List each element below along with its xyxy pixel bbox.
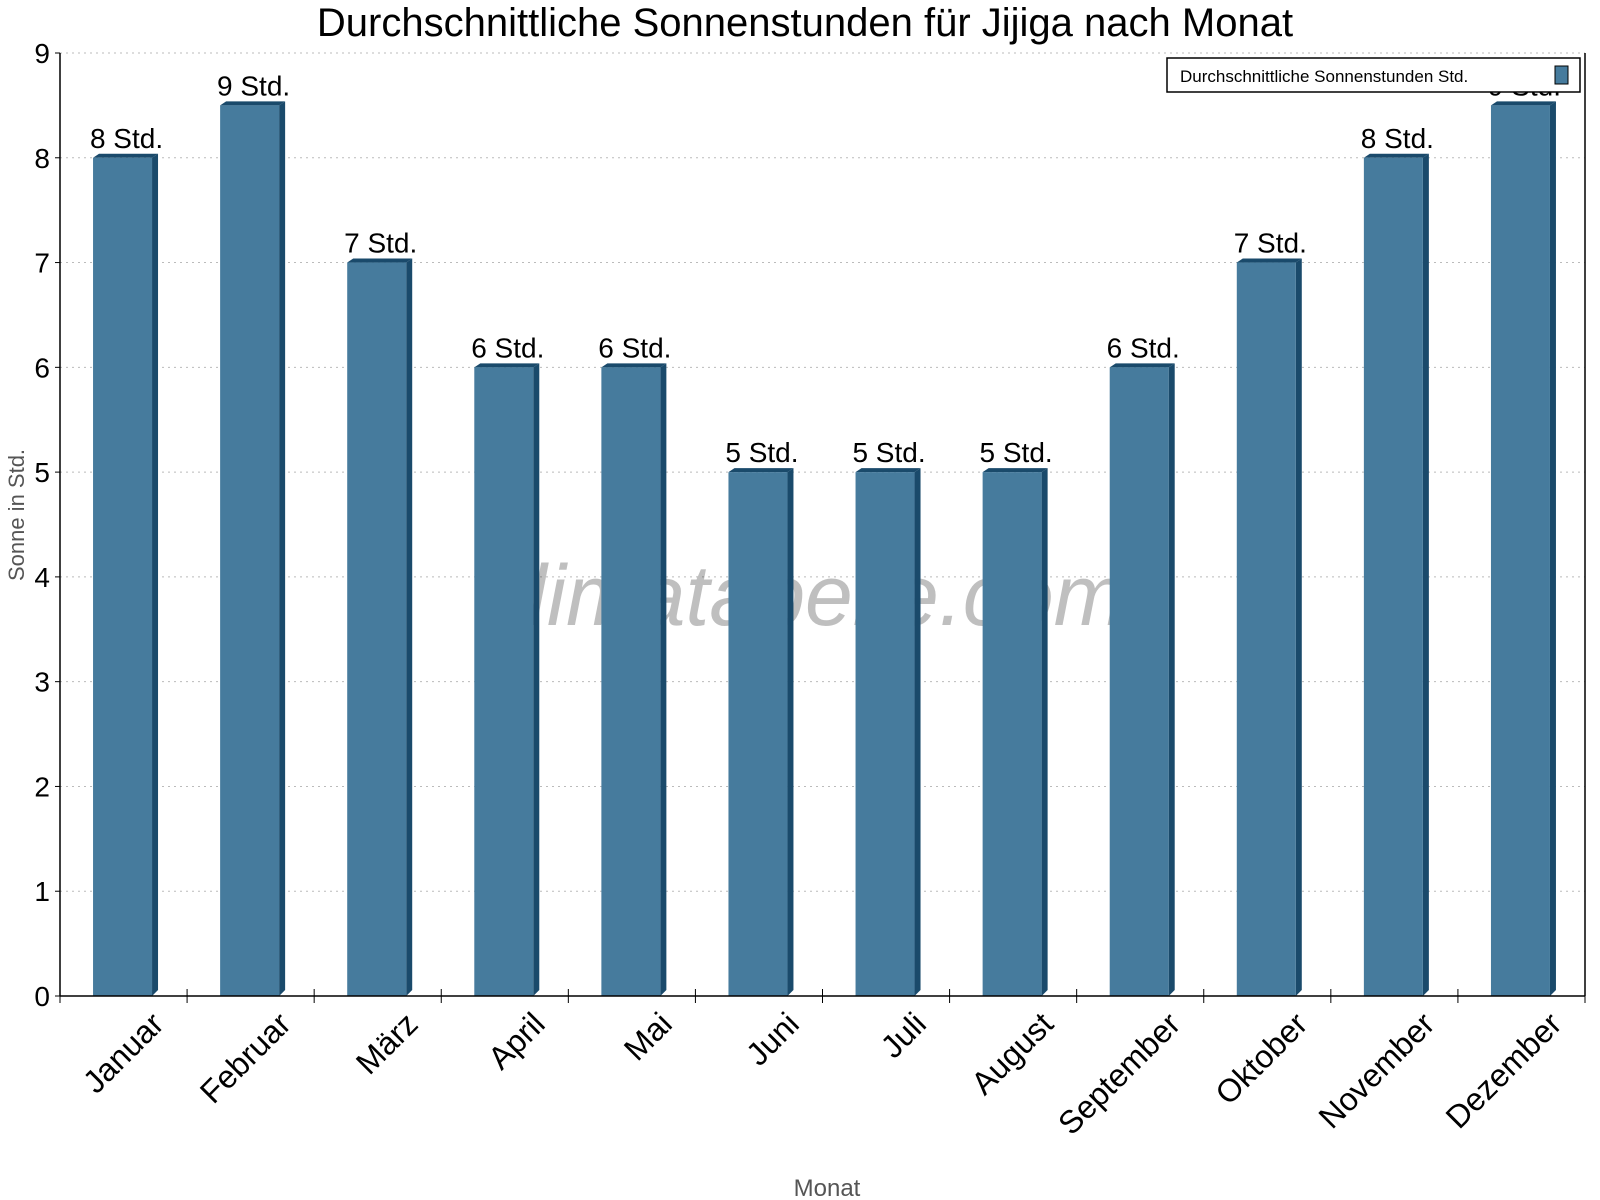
legend-swatch <box>1554 65 1569 85</box>
bar-top <box>982 468 1048 473</box>
y-tick-label: 8 <box>34 143 50 174</box>
chart-title: Durchschnittliche Sonnenstunden für Jiji… <box>317 1 1293 45</box>
bar-side <box>533 363 540 996</box>
bar <box>474 367 534 996</box>
bar <box>1109 367 1169 996</box>
x-tick-label: April <box>481 1005 552 1076</box>
data-label: 6 Std. <box>1107 332 1180 363</box>
bar <box>855 472 915 997</box>
y-tick-label: 0 <box>34 981 50 1012</box>
legend-box <box>1166 57 1581 93</box>
bar-side <box>152 153 159 996</box>
bar-side <box>1168 363 1175 996</box>
bar-top <box>601 363 667 368</box>
data-label: 8 Std. <box>1361 123 1434 154</box>
data-label: 9 Std. <box>217 70 290 101</box>
bar-top <box>1236 258 1302 263</box>
data-label: 5 Std. <box>852 437 925 468</box>
bar-side <box>914 468 921 997</box>
bar-top <box>93 153 159 158</box>
x-tick-label: August <box>964 1005 1060 1101</box>
x-tick-label: Dezember <box>1439 1005 1569 1135</box>
bar-side <box>1549 101 1556 996</box>
bar <box>1236 262 1296 996</box>
x-tick-label: September <box>1051 1005 1187 1141</box>
bar-top <box>1109 363 1175 368</box>
legend-label: Durchschnittliche Sonnenstunden Std. <box>1180 67 1468 86</box>
bar <box>1363 157 1423 996</box>
bar <box>601 367 661 996</box>
bar-top <box>220 101 286 106</box>
bar-top <box>728 468 794 473</box>
x-tick-label: Februar <box>193 1005 298 1110</box>
bar <box>220 105 280 996</box>
bar <box>93 157 153 996</box>
bar-top <box>347 258 413 263</box>
y-axis-label: Sonne in Std. <box>4 449 29 581</box>
x-axis-label: Monat <box>794 1175 861 1200</box>
data-label: 6 Std. <box>598 332 671 363</box>
bar <box>728 472 788 997</box>
bar-top <box>474 363 540 368</box>
data-label: 7 Std. <box>344 228 417 259</box>
data-label: 7 Std. <box>1234 228 1307 259</box>
data-label: 5 Std. <box>725 437 798 468</box>
bar-top <box>1490 101 1556 106</box>
data-label: 6 Std. <box>471 332 544 363</box>
x-tick-label: November <box>1311 1005 1441 1135</box>
data-label: 5 Std. <box>980 437 1053 468</box>
x-tick-label: Januar <box>76 1005 171 1100</box>
bar-side <box>1422 153 1429 996</box>
bar <box>1490 105 1550 996</box>
bars: 8 Std. 9 Std. 7 Std. 6 Std. 6 Std. 5 Std. 5 St… <box>90 70 1561 997</box>
bar-side <box>1295 258 1302 996</box>
bar <box>347 262 407 996</box>
y-tick-label: 5 <box>34 457 50 488</box>
legend: Durchschnittliche Sonnenstunden Std. <box>1166 57 1581 93</box>
x-tick-label: Mai <box>617 1005 679 1067</box>
bar-side <box>787 468 794 997</box>
bar-side <box>660 363 667 996</box>
y-tick-label: 4 <box>34 562 50 593</box>
y-tick-label: 6 <box>34 352 50 383</box>
x-tick-label: März <box>349 1005 425 1081</box>
data-label: 8 Std. <box>90 123 163 154</box>
y-tick-label: 1 <box>34 876 50 907</box>
y-tick-label: 2 <box>34 771 50 802</box>
bar-top <box>855 468 921 473</box>
bar-top <box>1363 153 1429 158</box>
y-tick-label: 7 <box>34 248 50 279</box>
x-tick-label: Oktober <box>1208 1005 1314 1111</box>
gridlines <box>60 52 1585 892</box>
bar <box>982 472 1042 997</box>
bar-side <box>1041 468 1048 997</box>
bar-side <box>279 101 286 996</box>
bar-side <box>406 258 413 996</box>
y-tick-label: 3 <box>34 667 50 698</box>
y-tick-label: 9 <box>34 38 50 69</box>
x-tick-label: Juli <box>874 1005 933 1064</box>
x-tick-label: Juni <box>739 1005 806 1072</box>
